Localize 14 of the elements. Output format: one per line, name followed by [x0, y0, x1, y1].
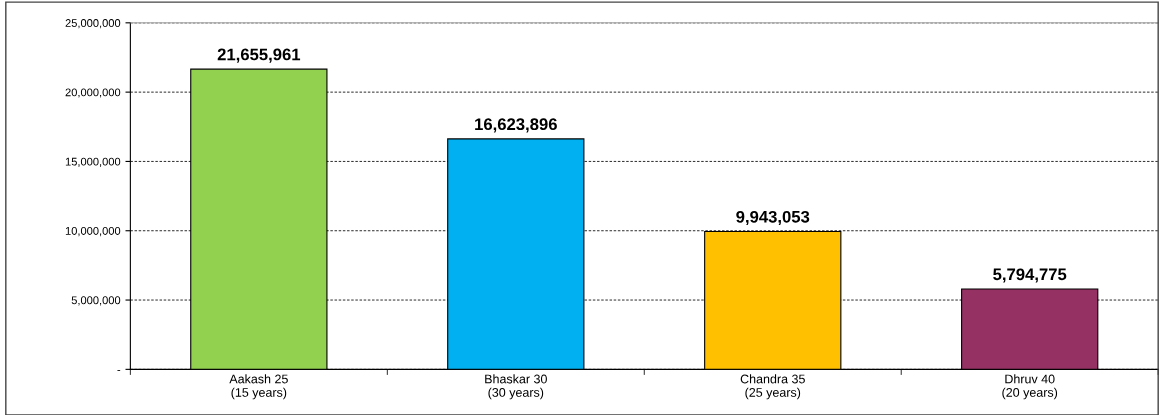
y-tick-label: 20,000,000	[65, 88, 121, 98]
data-label: 9,943,053	[736, 210, 810, 226]
x-tick-label: Aakash 25 (15 years)	[229, 374, 288, 400]
data-label: 5,794,775	[993, 268, 1067, 283]
data-label: 16,623,896	[475, 118, 557, 133]
y-tick-label: 10,000,000	[65, 227, 121, 237]
y-tick-label: -	[117, 369, 121, 371]
y-tick-label: 25,000,000	[65, 19, 121, 29]
x-tick-label: Bhaskar 30 (30 years)	[485, 374, 547, 400]
x-tick-label: Chandra 35 (25 years)	[740, 374, 805, 400]
x-tick-label: Dhruv 40 (20 years)	[1002, 374, 1058, 400]
y-tick-label: 15,000,000	[65, 157, 121, 167]
data-label: 21,655,961	[217, 48, 301, 63]
y-tick-label: 5,000,000	[71, 296, 121, 306]
